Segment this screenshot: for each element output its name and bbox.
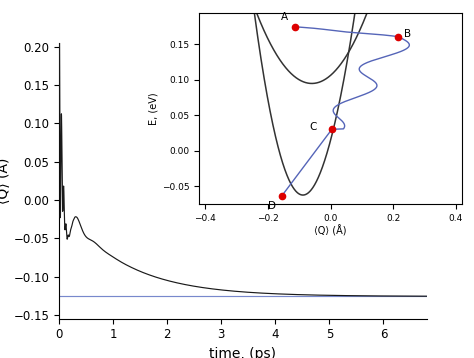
Y-axis label: E, (eV): E, (eV) — [149, 92, 159, 125]
X-axis label: time, (ps): time, (ps) — [210, 347, 276, 358]
Text: D: D — [268, 200, 276, 211]
Text: C: C — [309, 122, 317, 132]
X-axis label: ⟨Q⟩ (Å): ⟨Q⟩ (Å) — [314, 226, 347, 237]
Y-axis label: ⟨Q⟩ (Å): ⟨Q⟩ (Å) — [0, 158, 11, 204]
Text: B: B — [404, 29, 411, 39]
Text: A: A — [281, 13, 288, 23]
